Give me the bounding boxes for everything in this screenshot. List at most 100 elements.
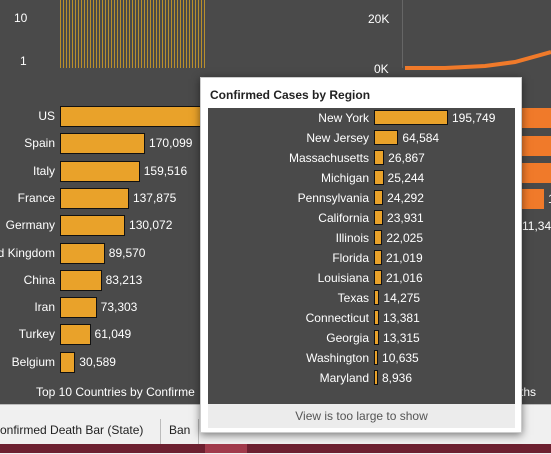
region-label: Maryland: [319, 371, 369, 385]
country-label: US: [38, 109, 55, 123]
region-row[interactable]: Maryland 8,936: [208, 368, 515, 388]
country-bar[interactable]: [60, 160, 140, 182]
tick-label: 20K: [368, 12, 390, 26]
region-row[interactable]: New Jersey 64,584: [208, 128, 515, 148]
country-bar[interactable]: [60, 242, 105, 264]
region-row[interactable]: Florida 21,019: [208, 248, 515, 268]
country-bar[interactable]: [60, 351, 76, 373]
tab-divider: [160, 419, 161, 447]
right-value-label: 1: [548, 192, 551, 206]
country-label: d Kingdom: [0, 245, 55, 260]
country-bar[interactable]: [60, 269, 102, 291]
country-row[interactable]: France 137,875: [0, 185, 551, 212]
region-value-label: 10,635: [382, 351, 419, 365]
region-row[interactable]: Washington 10,635: [208, 348, 515, 368]
country-row[interactable]: US: [0, 103, 551, 130]
country-row[interactable]: Italy 159,516: [0, 158, 551, 185]
region-row[interactable]: Illinois 22,025: [208, 228, 515, 248]
region-value-label: 24,292: [387, 191, 424, 205]
region-row[interactable]: California 23,931: [208, 208, 515, 228]
region-row[interactable]: Georgia 13,315: [208, 328, 515, 348]
country-value-label: 73,303: [100, 300, 138, 315]
country-row[interactable]: Iran 73,303: [0, 294, 551, 321]
region-label: Texas: [337, 291, 369, 305]
regions-bar-chart: New York 195,749 New Jersey 64,584 Massachus…: [208, 108, 515, 404]
region-bar[interactable]: [374, 350, 379, 365]
region-bar[interactable]: [374, 310, 380, 325]
country-value-label: 170,099: [149, 136, 193, 151]
country-value-label: 83,213: [105, 272, 143, 287]
right-bar: [522, 108, 551, 128]
region-bar[interactable]: [374, 290, 380, 305]
country-bar[interactable]: [60, 215, 126, 237]
region-row[interactable]: New York 195,749: [208, 108, 515, 128]
region-label: Florida: [332, 251, 369, 265]
region-row[interactable]: Pennsylvania 24,292: [208, 188, 515, 208]
country-label: Spain: [24, 136, 55, 151]
region-label: Michigan: [320, 171, 369, 185]
axis-line: [402, 0, 403, 68]
country-row[interactable]: China 83,213: [0, 267, 551, 294]
tab-divider: [198, 419, 199, 447]
region-value-label: 13,381: [383, 311, 420, 325]
country-value-label: 137,875: [132, 190, 177, 205]
country-value-label: 61,049: [94, 327, 132, 342]
region-bar[interactable]: [374, 330, 380, 345]
country-row[interactable]: Belgium 30,589: [0, 349, 551, 376]
right-value-label: 11,34: [522, 219, 551, 233]
bottom-strip: [0, 444, 551, 453]
region-bar[interactable]: [374, 250, 382, 265]
right-bar: [522, 136, 551, 156]
right-bar: [522, 189, 544, 209]
country-value-label: 30,589: [79, 354, 116, 369]
tooltip-footer: View is too large to show: [208, 404, 515, 428]
country-bar[interactable]: [60, 106, 210, 127]
country-label: France: [17, 190, 55, 205]
country-row[interactable]: d Kingdom 89,570: [0, 240, 551, 267]
region-bar[interactable]: [374, 210, 384, 225]
country-row[interactable]: Germany 130,072: [0, 212, 551, 239]
region-label: Pennsylvania: [297, 191, 369, 205]
region-value-label: 64,584: [402, 131, 440, 145]
country-bar[interactable]: [60, 187, 129, 209]
country-bar[interactable]: [60, 297, 97, 319]
region-row[interactable]: Louisiana 21,016: [208, 268, 515, 288]
region-row[interactable]: Massachusetts 26,867: [208, 148, 515, 168]
tick-label: 10: [14, 11, 28, 25]
country-row[interactable]: Spain 170,099: [0, 130, 551, 157]
region-row[interactable]: Connecticut 13,381: [208, 308, 515, 328]
region-bar[interactable]: [374, 130, 399, 145]
country-bar[interactable]: [60, 133, 146, 155]
region-value-label: 195,749: [452, 111, 496, 125]
region-value-label: 25,244: [387, 171, 425, 185]
country-label: Germany: [5, 218, 55, 233]
sheet-tab[interactable]: Ban: [169, 423, 191, 437]
countries-chart-title: Top 10 Countries by Confirme: [36, 385, 195, 399]
strip-highlight: [205, 444, 247, 453]
region-label: Louisiana: [317, 271, 369, 285]
tick-label: 0K: [374, 62, 389, 76]
region-label: Connecticut: [305, 311, 369, 325]
region-value-label: 13,315: [383, 331, 420, 345]
region-bar[interactable]: [374, 270, 382, 285]
country-bar[interactable]: [60, 324, 91, 346]
region-label: New York: [318, 111, 369, 125]
region-bar[interactable]: [374, 230, 383, 245]
region-label: California: [318, 211, 369, 225]
tooltip-title: Confirmed Cases by Region: [210, 88, 371, 102]
sheet-tab[interactable]: onfirmed Death Bar (State): [0, 423, 144, 437]
region-bar[interactable]: [374, 170, 384, 185]
country-value-label: 130,072: [129, 218, 173, 233]
top-left-chart-lines: [60, 0, 205, 68]
region-value-label: 14,275: [383, 291, 421, 305]
region-bar[interactable]: [374, 110, 448, 125]
region-row[interactable]: Texas 14,275: [208, 288, 515, 308]
region-value-label: 23,931: [387, 211, 424, 225]
region-bar[interactable]: [374, 190, 384, 205]
country-row[interactable]: Turkey 61,049: [0, 321, 551, 348]
region-bar[interactable]: [374, 150, 385, 165]
tick-label: 1: [20, 54, 27, 68]
country-value-label: 159,516: [143, 163, 188, 178]
region-row[interactable]: Michigan 25,244: [208, 168, 515, 188]
region-bar[interactable]: [374, 370, 378, 385]
